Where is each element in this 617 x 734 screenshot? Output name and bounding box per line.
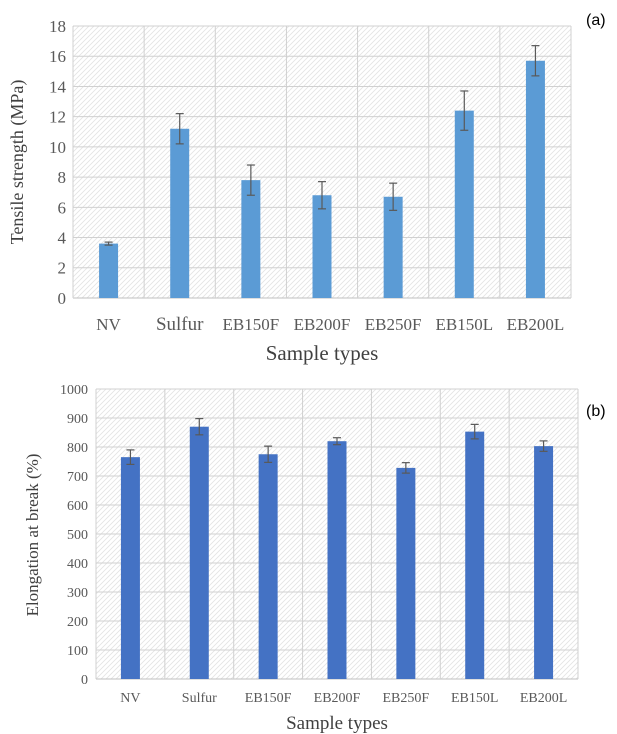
y-tick-label: 2 [58, 259, 67, 278]
tensile-strength-chart: 0 2 4 6 8 10 12 14 16 18 NV Sulfur EB150F EB200F EB25… [7, 12, 606, 365]
y-tick-label: 10 [49, 138, 66, 157]
y-axis-title-a: Tensile strength (MPa) [7, 80, 28, 245]
y-axis-title-b: Elongation at break (%) [23, 454, 42, 617]
y-tick-label: 600 [67, 499, 88, 514]
elongation-chart: 0 100 200 300 400 500 600 700 800 900 1000 NV Sulfu… [23, 383, 606, 734]
y-tick-label: 18 [49, 17, 66, 36]
bar-a-eb150l [454, 110, 474, 298]
y-tick-label: 500 [67, 528, 88, 543]
bar-b-eb200f [327, 441, 347, 679]
error-bar [195, 417, 204, 436]
y-tick-label: 4 [58, 229, 67, 248]
x-tick-label: Sulfur [156, 314, 204, 335]
bar-a-eb200f [312, 195, 332, 298]
y-tick-label: 800 [67, 441, 88, 456]
bar-b-eb150f [258, 454, 278, 679]
x-tick-label: EB200F [294, 315, 351, 334]
x-tick-label: NV [96, 315, 121, 334]
x-tick-label: NV [120, 691, 140, 706]
bar-a-nv [99, 243, 119, 298]
y-tick-label: 200 [67, 615, 88, 630]
bar-b-eb250f [396, 467, 416, 679]
y-tick-label: 8 [58, 168, 67, 187]
error-bar [460, 90, 469, 131]
error-bar [126, 449, 135, 465]
x-tick-label: EB200L [507, 315, 565, 334]
error-bar [246, 164, 255, 196]
x-tick-label: EB150L [435, 315, 493, 334]
bar-a-sulfur [170, 128, 190, 298]
bar-b-nv [120, 457, 140, 679]
error-bar [175, 113, 184, 145]
bar-b-eb200l [534, 446, 554, 679]
y-tick-label: 700 [67, 470, 88, 485]
x-tick-label: EB250F [383, 691, 430, 706]
bar-b-sulfur [189, 426, 209, 679]
y-tick-label: 300 [67, 586, 88, 601]
error-bar [333, 437, 341, 446]
y-tick-label: 14 [49, 77, 67, 96]
error-bar [318, 181, 326, 210]
x-tick-label: EB250F [365, 315, 422, 334]
error-bar [264, 445, 273, 463]
bar-a-eb150f [241, 180, 261, 298]
error-bar [389, 182, 398, 211]
x-tick-label: EB150L [451, 691, 498, 706]
bar-a-eb200l [525, 60, 545, 298]
x-tick-label: EB150F [223, 315, 280, 334]
error-bar [470, 423, 479, 440]
error-bar [401, 462, 410, 474]
y-tick-label: 12 [49, 108, 66, 127]
x-axis-title-b: Sample types [286, 713, 388, 734]
error-bar [539, 440, 548, 452]
y-tick-label: 16 [49, 47, 66, 66]
x-tick-label: Sulfur [182, 691, 217, 706]
y-tick-label: 400 [67, 557, 88, 572]
y-tick-label: 0 [81, 673, 88, 688]
y-tick-label: 6 [58, 198, 67, 217]
y-tick-label: 100 [67, 644, 88, 659]
bar-b-eb150l [465, 431, 485, 679]
panel-label-b: (b) [586, 403, 606, 420]
x-tick-label: EB200F [314, 691, 361, 706]
y-tick-label: 1000 [60, 383, 88, 398]
y-tick-label: 0 [58, 289, 67, 308]
x-tick-label: EB200L [520, 691, 567, 706]
error-bar [531, 45, 540, 77]
x-tick-label: EB150F [245, 691, 292, 706]
x-axis-title-a: Sample types [266, 341, 379, 365]
bar-a-eb250f [383, 196, 403, 298]
y-tick-label: 900 [67, 412, 88, 427]
panel-label-a: (a) [586, 12, 606, 29]
error-bar [104, 241, 113, 246]
